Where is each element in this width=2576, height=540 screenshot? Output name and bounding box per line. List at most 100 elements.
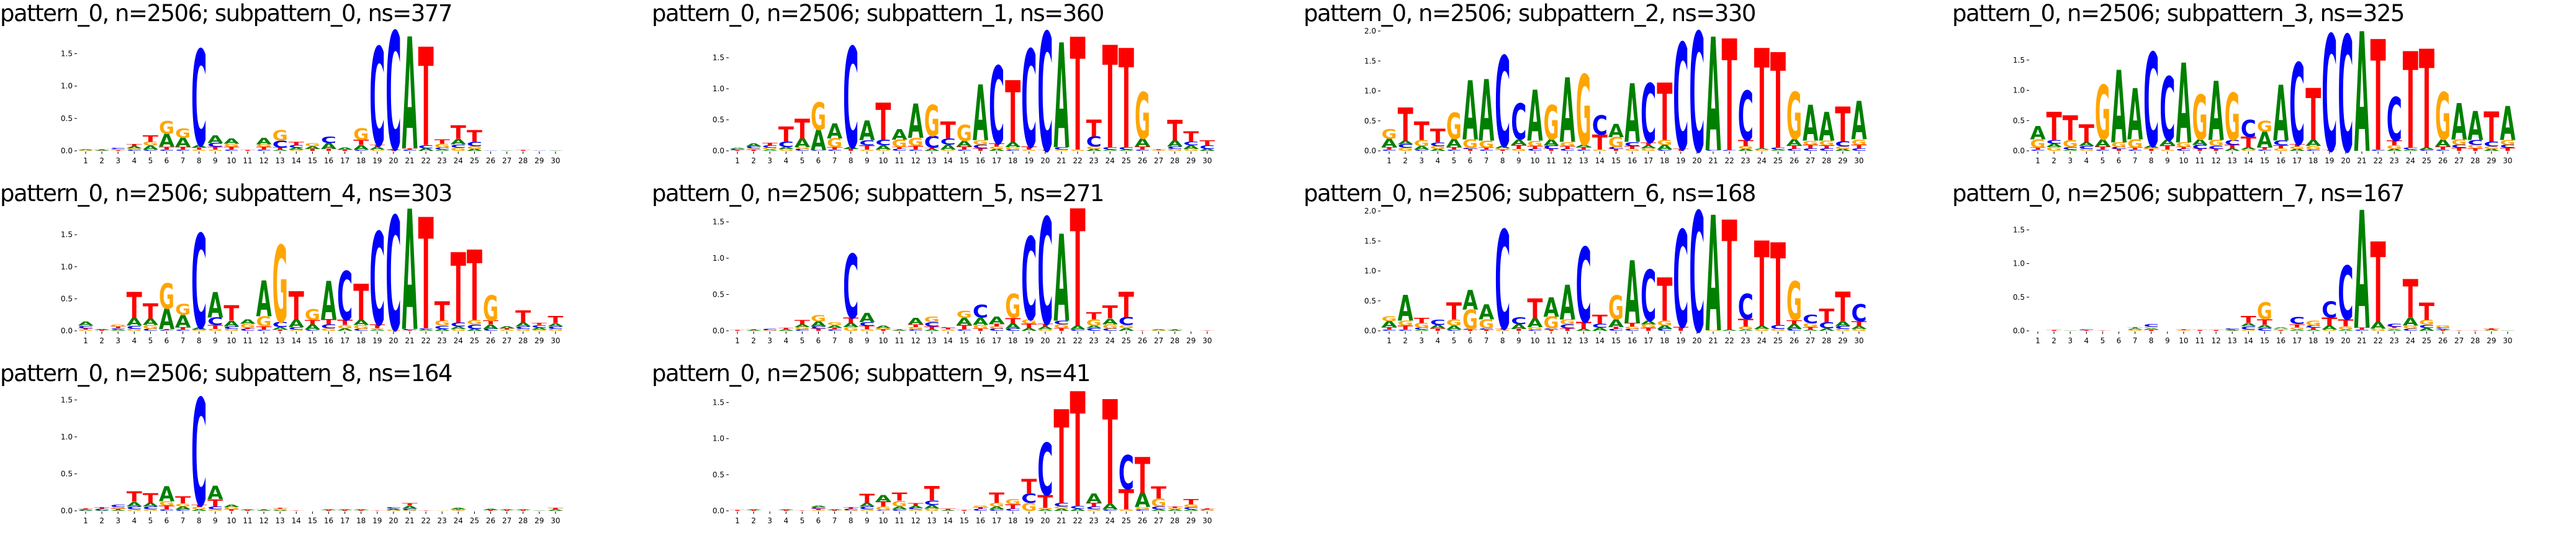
- x-tick-label: 15: [960, 156, 969, 165]
- logo-letter-C: C: [418, 328, 434, 330]
- logo-letter-G: G: [1021, 150, 1037, 151]
- logo-letter-C: C: [159, 330, 174, 331]
- x-tick-label: 2: [751, 336, 756, 345]
- y-tick-label: 1.0: [2013, 259, 2025, 268]
- logo-letter-G: G: [223, 506, 239, 510]
- logo-letter-T: T: [78, 508, 94, 510]
- logo-letter-T: T: [1135, 146, 1150, 151]
- x-tick-label: 16: [1628, 336, 1637, 345]
- x-tick-label: 27: [502, 156, 511, 165]
- x-tick-label: 2: [1403, 156, 1408, 165]
- sequence-logo-plot: 0.00.51.01.51 2 3 4 5 6 7 8 9 10 11 12 13 14 15 16 17 18 1…: [2013, 0, 2516, 190]
- logo-letter-G: G: [2289, 327, 2305, 330]
- logo-letter-T: T: [499, 328, 515, 330]
- logo-letter-T: T: [418, 187, 434, 364]
- logo-letter-A: A: [1527, 76, 1542, 158]
- logo-letter-G: G: [1037, 329, 1053, 331]
- logo-letter-C: C: [1641, 256, 1656, 337]
- x-tick-label: 23: [2390, 156, 2399, 165]
- logo-letter-C: C: [1119, 446, 1134, 500]
- logo-letter-G: G: [1544, 96, 1559, 151]
- x-tick-label: 22: [1073, 156, 1082, 165]
- logo-letter-C: C: [531, 150, 547, 151]
- logo-letter-T: T: [957, 324, 973, 331]
- x-tick-label: 1: [1387, 336, 1392, 345]
- logo-letter-C: C: [159, 149, 174, 151]
- logo-letter-T: T: [2030, 148, 2046, 151]
- x-tick-label: 14: [292, 156, 301, 165]
- x-tick-label: 16: [976, 516, 985, 525]
- logo-letter-G: G: [1462, 137, 1478, 150]
- logo-letter-C: C: [1576, 149, 1592, 151]
- logo-letter-T: T: [402, 148, 418, 150]
- logo-letter-G: G: [2095, 70, 2110, 157]
- logo-letter-T: T: [1527, 294, 1543, 325]
- logo-letter-C: C: [435, 147, 450, 150]
- logo-position-30: T: [1199, 330, 1215, 331]
- logo-letter-A: A: [1706, 183, 1721, 367]
- logo-letter-T: T: [2176, 147, 2191, 150]
- logo-letter-A: A: [2273, 71, 2289, 159]
- logo-letter-G: G: [1624, 326, 1640, 330]
- logo-letter-T: T: [1135, 330, 1150, 331]
- logo-letter-C: C: [859, 506, 875, 511]
- logo-letter-A: A: [924, 504, 940, 510]
- logo-letter-A: A: [2403, 316, 2419, 328]
- x-tick-label: 25: [1773, 156, 1783, 165]
- logo-letter-A: A: [1151, 509, 1166, 511]
- logo-letter-G: G: [2273, 328, 2289, 330]
- logo-letter-T: T: [2484, 328, 2499, 330]
- logo-letter-T: T: [1770, 221, 1786, 353]
- logo-letter-T: T: [223, 146, 239, 151]
- logo-letter-A: A: [78, 321, 94, 327]
- logo-letter-C: C: [435, 325, 450, 330]
- logo-letter-G: G: [305, 307, 320, 323]
- x-tick-label: 20: [1040, 336, 1050, 345]
- logo-letter-G: G: [1803, 322, 1818, 329]
- x-tick-label: 26: [1790, 336, 1799, 345]
- x-tick-label: 14: [2244, 336, 2253, 345]
- logo-letter-G: G: [892, 499, 907, 508]
- logo-letter-T: T: [2435, 146, 2451, 151]
- logo-letter-C: C: [207, 506, 223, 511]
- x-tick-label: 6: [2117, 156, 2122, 165]
- logo-letter-A: A: [385, 508, 401, 511]
- logo-letter-A: A: [127, 146, 142, 149]
- sequence-logo-plot: 0.00.51.01.51 2 3 4 5 6 7 8 9 10 11 12 13 14 15 16 17 18 1…: [713, 1, 1215, 189]
- logo-letter-T: T: [924, 483, 940, 506]
- logo-letter-A: A: [778, 146, 794, 150]
- logo-position-12: T: [2209, 330, 2224, 331]
- x-tick-label: 30: [2503, 156, 2512, 165]
- logo-letter-C: C: [256, 329, 272, 331]
- logo-letter-G: G: [110, 507, 126, 510]
- logo-letter-A: A: [1560, 61, 1575, 163]
- logo-letter-A: A: [191, 509, 207, 511]
- x-tick-label: 9: [865, 516, 870, 525]
- logo-letter-T: T: [321, 148, 336, 151]
- logo-letter-A: A: [940, 510, 956, 511]
- x-tick-label: 29: [1186, 336, 1196, 345]
- logo-letter-T: T: [1673, 326, 1689, 333]
- logo-letter-A: A: [1835, 149, 1850, 151]
- x-tick-label: 30: [551, 156, 560, 165]
- panel-title: pattern_0, n=2506; subpattern_5, ns=271: [652, 180, 1104, 207]
- x-tick-label: 12: [911, 516, 920, 525]
- logo-letter-T: T: [289, 510, 304, 511]
- x-tick-label: 26: [486, 336, 495, 345]
- logo-letter-A: A: [499, 509, 515, 510]
- x-tick-label: 12: [1562, 156, 1572, 165]
- logo-position-27: GA: [1151, 329, 1166, 331]
- logo-position-27: GT: [1151, 150, 1166, 151]
- logo-letter-C: C: [175, 329, 191, 331]
- logo-letter-C: C: [811, 326, 826, 330]
- logo-letter-A: A: [1382, 320, 1398, 329]
